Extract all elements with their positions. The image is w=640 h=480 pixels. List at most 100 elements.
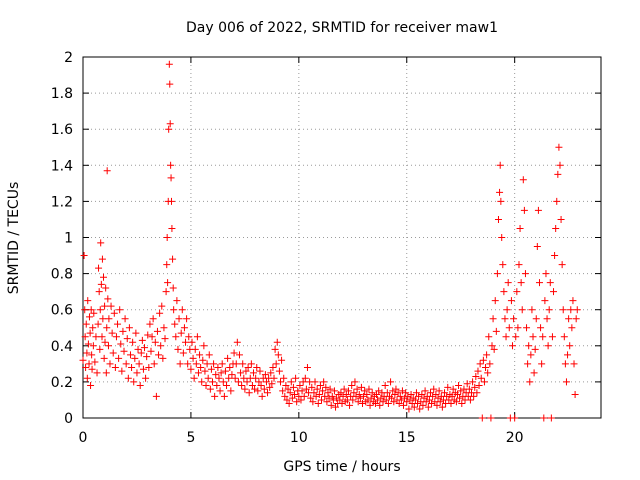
data-point: [348, 382, 356, 390]
data-point: [340, 385, 348, 393]
data-point: [120, 347, 128, 355]
data-point: [429, 392, 437, 400]
data-point: [565, 315, 573, 323]
data-point: [514, 324, 522, 332]
data-point: [479, 356, 487, 364]
data-point: [540, 414, 548, 422]
data-point: [433, 401, 441, 409]
data-point: [129, 338, 137, 346]
data-point: [346, 401, 354, 409]
data-point: [88, 365, 96, 373]
data-point: [232, 360, 240, 368]
data-point: [494, 215, 502, 223]
data-point: [330, 387, 338, 395]
data-point: [159, 354, 167, 362]
data-point: [336, 396, 344, 404]
data-point: [191, 345, 199, 353]
data-point: [144, 331, 152, 339]
data-point: [108, 329, 116, 337]
data-point: [254, 387, 262, 395]
y-tick-label: 0.2: [51, 375, 73, 391]
data-point: [499, 261, 507, 269]
data-point: [214, 363, 222, 371]
data-point: [485, 333, 493, 341]
data-point: [272, 360, 280, 368]
data-point: [253, 363, 261, 371]
data-point: [296, 382, 304, 390]
data-point: [539, 333, 547, 341]
data-point: [274, 351, 282, 359]
data-point: [251, 385, 259, 393]
data-point: [491, 297, 499, 305]
data-point: [525, 342, 533, 350]
data-point: [444, 383, 452, 391]
data-point: [541, 297, 549, 305]
data-point: [283, 396, 291, 404]
data-point: [376, 401, 384, 409]
data-point: [95, 264, 103, 272]
data-point: [225, 374, 233, 382]
data-point: [432, 391, 440, 399]
data-point: [226, 363, 234, 371]
data-point: [547, 414, 555, 422]
data-point: [457, 387, 465, 395]
data-point: [301, 374, 309, 382]
x-tick-label: 10: [290, 430, 308, 446]
data-point: [193, 333, 201, 341]
data-point: [518, 306, 526, 314]
data-point: [123, 335, 131, 343]
data-point: [322, 383, 330, 391]
data-point: [529, 333, 537, 341]
data-point: [381, 382, 389, 390]
data-point: [152, 392, 160, 400]
data-point: [128, 363, 136, 371]
data-point: [228, 371, 236, 379]
data-point: [320, 378, 328, 386]
data-point: [156, 309, 164, 317]
data-point: [130, 378, 138, 386]
data-point: [472, 372, 480, 380]
data-point: [262, 378, 270, 386]
data-point: [282, 382, 290, 390]
data-point: [252, 374, 260, 382]
data-point: [466, 396, 474, 404]
data-point: [143, 353, 151, 361]
data-point: [292, 374, 300, 382]
data-point: [361, 387, 369, 395]
data-point: [89, 342, 97, 350]
data-point: [213, 382, 221, 390]
data-point: [96, 306, 104, 314]
data-point: [104, 295, 112, 303]
data-point: [424, 403, 432, 411]
data-point: [87, 306, 95, 314]
data-point: [519, 176, 527, 184]
data-point: [199, 356, 207, 364]
data-point: [184, 360, 192, 368]
data-point: [486, 360, 494, 368]
data-point: [101, 302, 109, 310]
data-point: [367, 394, 375, 402]
data-point: [266, 383, 274, 391]
data-point: [291, 391, 299, 399]
data-point: [300, 392, 308, 400]
data-point: [510, 315, 518, 323]
data-point: [359, 400, 367, 408]
data-point: [166, 80, 174, 88]
data-point: [188, 338, 196, 346]
data-point: [114, 320, 122, 328]
data-point: [141, 344, 149, 352]
data-point: [94, 320, 102, 328]
data-point: [160, 324, 168, 332]
y-tick-label: 1.6: [51, 122, 73, 138]
data-point: [189, 354, 197, 362]
data-point: [415, 392, 423, 400]
data-point: [111, 363, 119, 371]
data-point: [81, 333, 89, 341]
data-point: [217, 369, 225, 377]
data-point: [395, 400, 403, 408]
data-point: [489, 315, 497, 323]
data-point: [400, 401, 408, 409]
data-point: [308, 383, 316, 391]
data-point: [521, 270, 529, 278]
data-point: [411, 396, 419, 404]
